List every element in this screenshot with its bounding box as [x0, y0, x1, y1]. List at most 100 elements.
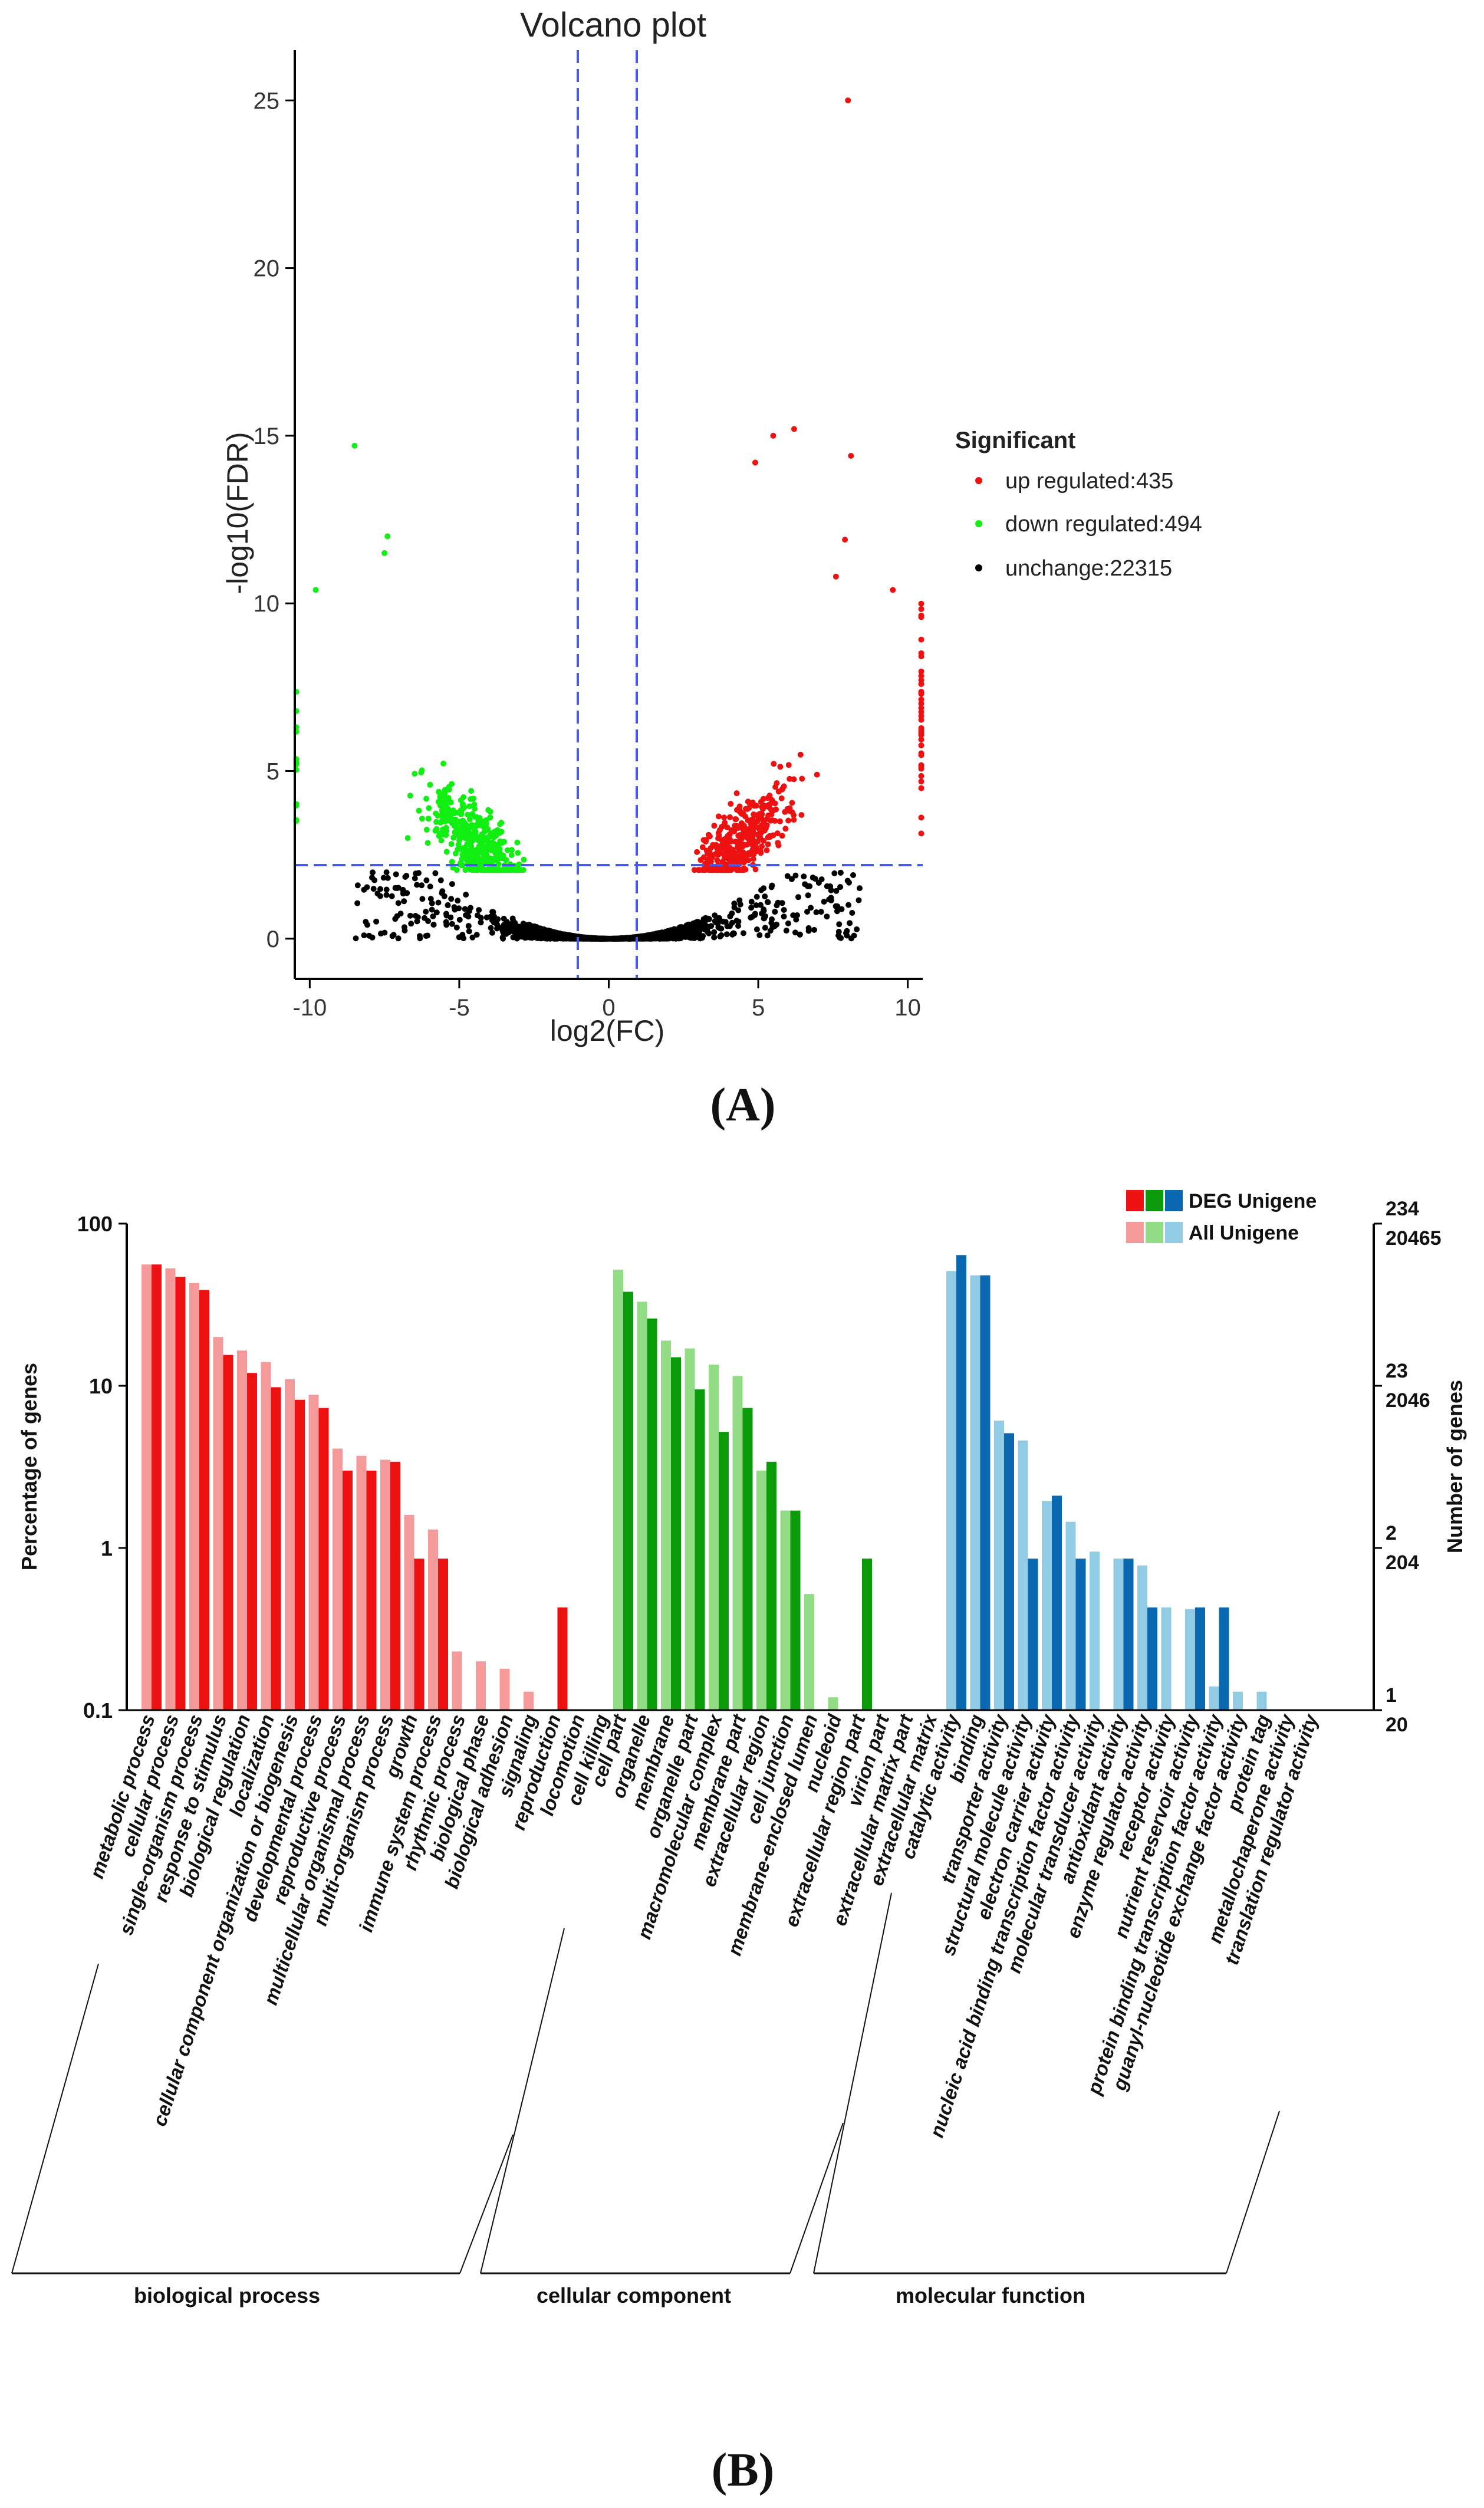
bar-all-unigene	[613, 1270, 623, 1710]
point-up	[766, 793, 773, 798]
legend-label-unchange: unchange:22315	[1005, 556, 1172, 581]
legend-label-up: up regulated:435	[1005, 469, 1173, 494]
group-bracket-diagonal-right	[459, 2134, 514, 2274]
point-unchange	[774, 902, 780, 909]
point-up	[699, 844, 706, 850]
point-unchange	[449, 881, 455, 888]
point-up	[749, 816, 756, 823]
point-unchange	[691, 935, 697, 941]
go-right-tick-label: 234	[1386, 1198, 1419, 1220]
bar-all-unigene	[261, 1362, 271, 1710]
point-unchange	[560, 933, 566, 939]
point-unchange	[582, 935, 588, 941]
point-unchange	[377, 886, 383, 892]
point-up	[848, 453, 854, 459]
point-unchange	[676, 931, 683, 938]
point-unchange	[500, 929, 506, 936]
point-unchange	[449, 921, 455, 927]
volcano-points	[293, 97, 924, 942]
point-up	[918, 742, 924, 748]
point-down	[474, 837, 481, 843]
point-up	[714, 849, 720, 856]
point-up	[845, 97, 851, 104]
point-up	[722, 820, 728, 826]
point-down	[478, 840, 485, 846]
go-left-tick-label: 10	[89, 1374, 113, 1398]
go-y-label-left: Percentage of genes	[17, 1363, 41, 1570]
point-unchange	[848, 935, 854, 942]
point-unchange	[495, 916, 501, 922]
point-unchange	[453, 924, 460, 931]
point-down	[425, 840, 431, 846]
bar-deg-unigene	[671, 1357, 681, 1710]
point-unchange	[729, 931, 736, 938]
legend-swatch-all-green	[1146, 1222, 1163, 1243]
bar-all-unigene	[213, 1337, 223, 1710]
point-down	[439, 799, 446, 806]
bar-all-unigene	[756, 1470, 766, 1710]
bar-deg-unigene	[1195, 1607, 1205, 1710]
point-unchange	[614, 935, 621, 942]
point-down	[466, 841, 473, 847]
point-down	[465, 850, 471, 856]
point-up	[777, 818, 783, 824]
point-unchange	[402, 928, 408, 933]
bar-all-unigene	[637, 1301, 647, 1710]
point-up	[759, 806, 766, 812]
point-unchange	[705, 915, 712, 922]
point-unchange	[401, 898, 407, 905]
point-unchange	[483, 914, 490, 921]
point-down	[508, 852, 515, 858]
point-down	[503, 867, 509, 873]
point-down	[466, 816, 473, 823]
point-unchange	[354, 900, 361, 906]
point-up	[918, 677, 924, 683]
point-up	[778, 795, 785, 801]
point-down	[470, 849, 476, 856]
point-up	[734, 844, 741, 850]
bar-deg-unigene	[295, 1399, 305, 1710]
point-down	[479, 866, 485, 873]
legend-title: Significant	[955, 428, 1075, 453]
bar-deg-unigene	[414, 1559, 425, 1710]
point-unchange	[690, 921, 696, 927]
bar-all-unigene	[499, 1668, 510, 1710]
point-unchange	[682, 926, 689, 932]
point-unchange	[414, 918, 420, 925]
point-unchange	[402, 874, 409, 880]
point-down	[479, 831, 485, 837]
point-unchange	[845, 902, 852, 908]
point-down	[449, 781, 455, 787]
point-unchange	[833, 888, 840, 894]
point-unchange	[818, 909, 824, 915]
point-unchange	[370, 886, 377, 892]
point-up	[750, 825, 756, 831]
point-unchange	[769, 916, 775, 922]
point-unchange	[673, 935, 679, 942]
point-unchange	[761, 908, 767, 914]
bar-deg-unigene	[438, 1559, 448, 1710]
point-unchange	[691, 925, 697, 931]
point-up	[791, 426, 797, 432]
group-label: cellular component	[537, 2283, 731, 2308]
point-unchange	[828, 897, 834, 903]
point-down	[458, 826, 464, 832]
point-up	[694, 849, 700, 855]
point-up	[775, 842, 782, 849]
bar-deg-unigene	[366, 1470, 377, 1710]
bar-deg-unigene	[1075, 1559, 1086, 1710]
point-up	[752, 866, 759, 873]
point-up	[890, 587, 896, 593]
bar-all-unigene	[333, 1448, 343, 1710]
group-label: biological process	[134, 2283, 320, 2308]
point-unchange	[677, 924, 683, 931]
point-down	[471, 801, 478, 808]
point-up	[714, 857, 720, 863]
bar-all-unigene	[661, 1340, 671, 1710]
x-tick-label: 0	[602, 995, 615, 1021]
point-up	[768, 817, 774, 824]
point-unchange	[383, 892, 390, 898]
bar-deg-unigene	[862, 1559, 872, 1710]
